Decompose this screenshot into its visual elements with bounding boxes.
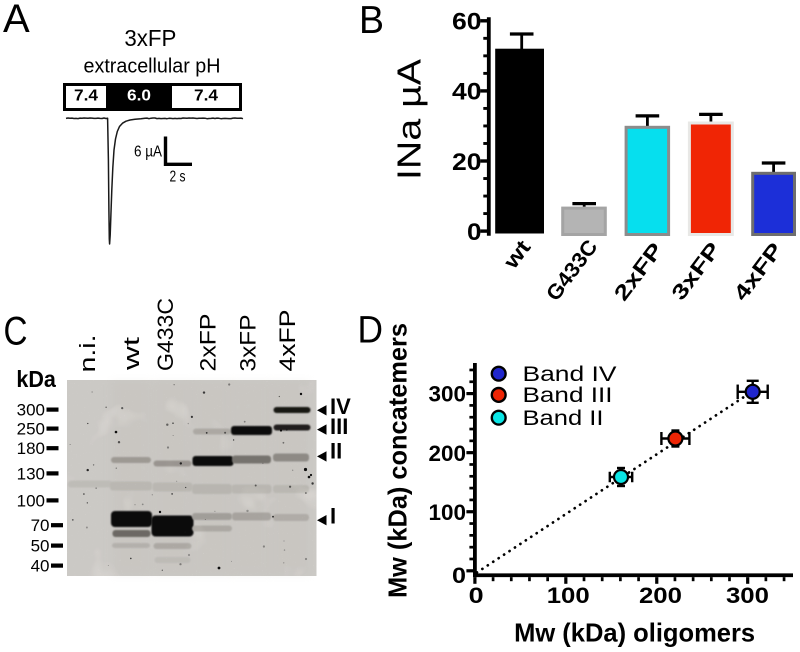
svg-text:Band II: Band II [523,407,604,430]
svg-text:n.i.: n.i. [75,335,100,373]
svg-text:250: 250 [17,420,45,439]
svg-text:60: 60 [452,9,482,36]
svg-text:70: 70 [31,516,50,535]
svg-text:Mw (kDa) oligomers: Mw (kDa) oligomers [514,617,755,647]
svg-text:I: I [330,504,336,529]
svg-text:II: II [330,439,342,464]
svg-text:0: 0 [452,563,466,588]
svg-text:130: 130 [17,464,45,483]
svg-text:D: D [358,310,384,352]
svg-text:2xFP: 2xFP [196,314,221,372]
svg-text:G433C: G433C [153,298,178,371]
svg-text:extracellular pH: extracellular pH [84,56,221,78]
svg-text:A: A [3,0,30,41]
svg-text:6.0: 6.0 [127,88,151,105]
svg-text:180: 180 [17,439,45,458]
svg-text:Mw (kDa) concatemers: Mw (kDa) concatemers [382,323,412,598]
svg-text:300: 300 [429,382,467,407]
svg-text:7.4: 7.4 [74,88,98,105]
svg-text:20: 20 [452,149,482,176]
svg-text:B: B [359,0,384,42]
svg-text:3xFP: 3xFP [124,25,176,51]
svg-text:0: 0 [467,219,482,246]
svg-text:kDa: kDa [16,366,56,392]
svg-text:50: 50 [31,537,50,556]
svg-text:IV: IV [330,394,351,419]
svg-text:0: 0 [469,583,484,608]
svg-text:100: 100 [17,491,45,510]
svg-text:200: 200 [639,583,682,608]
svg-text:4xFP: 4xFP [275,310,300,372]
svg-text:3xFP: 3xFP [236,315,261,372]
svg-text:wt: wt [119,337,144,372]
svg-text:40: 40 [31,557,50,576]
svg-text:7.4: 7.4 [194,88,218,105]
svg-text:100: 100 [429,500,467,525]
svg-text:300: 300 [726,583,769,608]
svg-text:C: C [4,310,28,354]
svg-text:40: 40 [452,79,482,106]
svg-text:200: 200 [429,441,467,466]
svg-text:Band IV: Band IV [523,363,617,386]
svg-text:2 s: 2 s [170,169,186,186]
svg-text:Band III: Band III [523,384,613,407]
svg-text:INa µA: INa µA [391,59,428,180]
svg-text:III: III [330,414,348,439]
svg-text:6 µA: 6 µA [134,144,163,161]
svg-text:100: 100 [547,583,590,608]
svg-text:300: 300 [17,401,45,420]
